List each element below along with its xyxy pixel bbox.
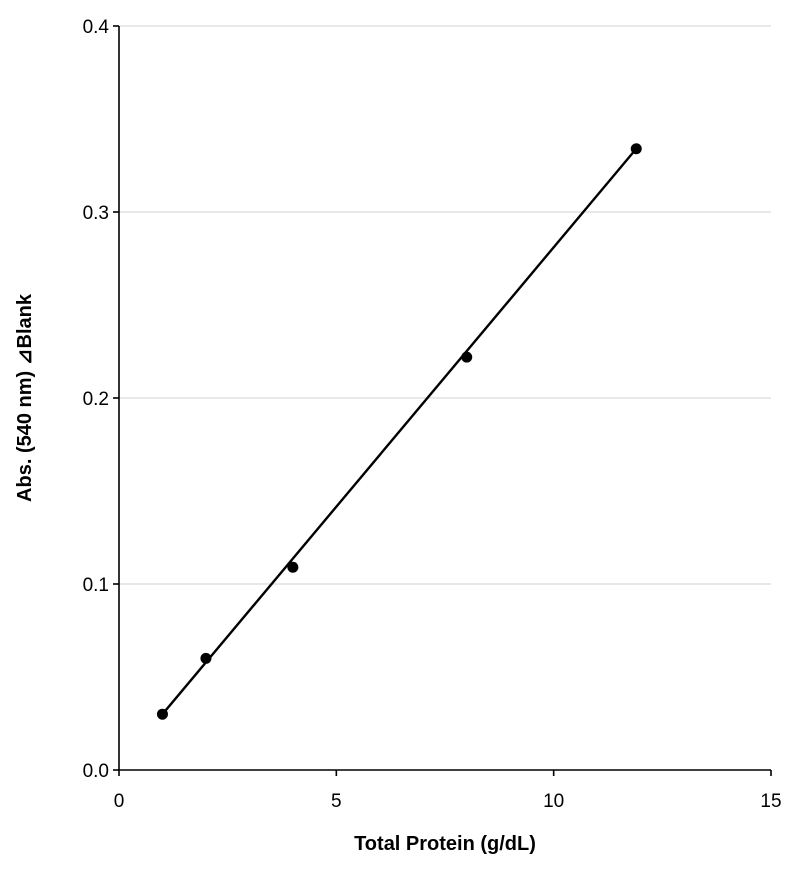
axes — [113, 25, 772, 776]
y-tick-label-1: 0.1 — [83, 575, 109, 596]
x-tick-label-3: 15 — [760, 791, 781, 812]
y-tick-label-3: 0.3 — [83, 203, 109, 224]
axis-labels: 0.0 0.1 0.2 0.3 0.4 0 5 10 15 — [83, 17, 782, 812]
data-point-0-2 — [287, 561, 299, 573]
gridlines — [119, 25, 771, 585]
x-axis-title: Total Protein (g/dL) — [354, 833, 536, 855]
data-points — [156, 143, 642, 720]
trendline-group — [161, 147, 638, 715]
y-tick-label-2: 0.2 — [83, 389, 109, 410]
data-point-0-4 — [630, 143, 642, 155]
y-axis-title: Abs. (540 nm) ⊿Blank — [14, 293, 36, 502]
x-tick-label-1: 5 — [331, 791, 342, 812]
x-tick-label-2: 10 — [543, 791, 564, 812]
data-point-0-0 — [156, 708, 168, 720]
data-point-0-1 — [200, 652, 212, 664]
y-tick-label-4: 0.4 — [83, 17, 110, 38]
y-tick-label-0: 0.0 — [83, 761, 109, 782]
x-tick-label-0: 0 — [114, 791, 125, 812]
data-point-0-3 — [461, 351, 473, 363]
trendline — [161, 147, 638, 715]
